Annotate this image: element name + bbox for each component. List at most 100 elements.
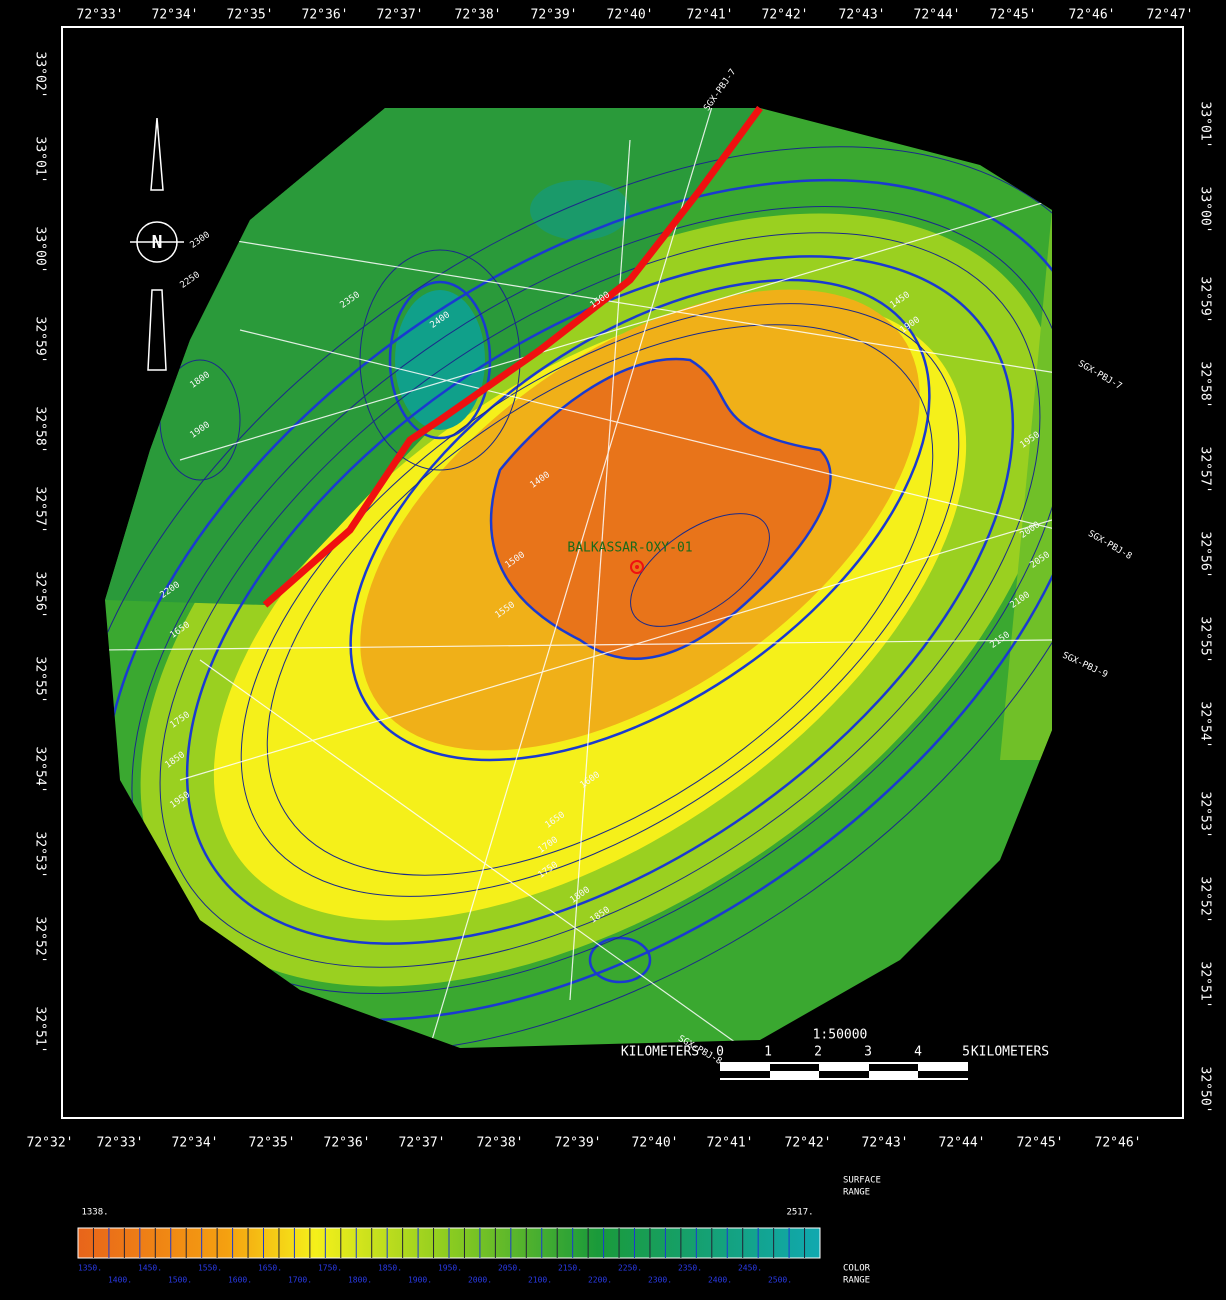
latitude-label: 33°01' bbox=[1198, 102, 1213, 149]
longitude-label: 72°40' bbox=[607, 8, 654, 23]
longitude-label: 72°43' bbox=[862, 1136, 909, 1151]
latitude-label: 32°58' bbox=[33, 407, 48, 454]
longitude-label: 72°47' bbox=[1147, 8, 1194, 23]
latitude-label: 32°56' bbox=[1198, 532, 1213, 579]
longitude-label: 72°33' bbox=[97, 1136, 144, 1151]
latitude-label: 32°53' bbox=[1198, 792, 1213, 839]
legend-min: 1338. bbox=[81, 1208, 108, 1218]
legend-tick: 2300. bbox=[648, 1276, 672, 1285]
longitude-label: 72°39' bbox=[555, 1136, 602, 1151]
scale-unit: KILOMETERS bbox=[971, 1045, 1049, 1060]
legend-tick: 2400. bbox=[708, 1276, 732, 1285]
scale-tick: 0 bbox=[716, 1045, 724, 1060]
longitude-label: 72°39' bbox=[531, 8, 578, 23]
legend-tick: 2050. bbox=[498, 1264, 522, 1273]
scale-ratio: 1:50000 bbox=[813, 1028, 868, 1043]
latitude-label: 32°50' bbox=[1198, 1067, 1213, 1114]
longitude-label: 72°37' bbox=[399, 1136, 446, 1151]
scale-tick: 2 bbox=[814, 1045, 822, 1060]
latitude-label: 32°56' bbox=[33, 572, 48, 619]
seismic-line-label: SGX-PBJ-8 bbox=[1086, 529, 1133, 562]
latitude-label: 32°52' bbox=[33, 917, 48, 964]
latitude-label: 32°55' bbox=[1198, 617, 1213, 664]
legend-tick: 1450. bbox=[138, 1264, 162, 1273]
contour-label: 2250 bbox=[179, 270, 203, 291]
latitude-label: 32°53' bbox=[33, 832, 48, 879]
seismic-line-label: SGX-PBJ-9 bbox=[1061, 651, 1109, 681]
legend-tick: 1800. bbox=[348, 1276, 372, 1285]
legend-tick: 2000. bbox=[468, 1276, 492, 1285]
latitude-label: 32°54' bbox=[33, 747, 48, 794]
legend-tick: 2450. bbox=[738, 1264, 762, 1273]
well-dot bbox=[635, 565, 639, 569]
scale-tick: 3 bbox=[864, 1045, 872, 1060]
longitude-label: 72°38' bbox=[455, 8, 502, 23]
longitude-label: 72°42' bbox=[762, 8, 809, 23]
scale-tick: 1 bbox=[764, 1045, 772, 1060]
longitude-label: 72°45' bbox=[1017, 1136, 1064, 1151]
longitude-label: 72°45' bbox=[990, 8, 1037, 23]
longitude-label: 72°38' bbox=[477, 1136, 524, 1151]
scale-tick: 5 bbox=[962, 1045, 970, 1060]
legend-tick: 1900. bbox=[408, 1276, 432, 1285]
latitude-label: 32°52' bbox=[1198, 877, 1213, 924]
longitude-label: 72°41' bbox=[687, 8, 734, 23]
latitude-label: 32°58' bbox=[1198, 362, 1213, 409]
legend-caption: RANGE bbox=[843, 1188, 870, 1198]
longitude-label: 72°34' bbox=[172, 1136, 219, 1151]
longitude-label: 72°32' bbox=[27, 1136, 74, 1151]
longitude-label: 72°36' bbox=[324, 1136, 371, 1151]
legend-tick: 2200. bbox=[588, 1276, 612, 1285]
legend-tick: 1600. bbox=[228, 1276, 252, 1285]
latitude-label: 33°00' bbox=[1198, 187, 1213, 234]
seismic-line-label: SGX-PBJ-7 bbox=[1076, 359, 1123, 392]
longitude-label: 72°35' bbox=[227, 8, 274, 23]
legend-tick: 1950. bbox=[438, 1264, 462, 1273]
legend-tick: 1850. bbox=[378, 1264, 402, 1273]
legend-tick: 2150. bbox=[558, 1264, 582, 1273]
latitude-label: 32°54' bbox=[1198, 702, 1213, 749]
latitude-label: 32°59' bbox=[33, 317, 48, 364]
latitude-label: 32°59' bbox=[1198, 277, 1213, 324]
legend-tick: 1750. bbox=[318, 1264, 342, 1273]
legend-tick: 1400. bbox=[108, 1276, 132, 1285]
longitude-label: 72°44' bbox=[914, 8, 961, 23]
legend-tick: 2250. bbox=[618, 1264, 642, 1273]
legend-tick: 1500. bbox=[168, 1276, 192, 1285]
legend-tick: 2100. bbox=[528, 1276, 552, 1285]
longitude-label: 72°43' bbox=[839, 8, 886, 23]
longitude-label: 72°46' bbox=[1095, 1136, 1142, 1151]
map-page: 72°33' 72°34' 72°35' 72°36' 72°37' 72°38' 72°3… bbox=[0, 0, 1226, 1300]
longitude-label: 72°46' bbox=[1069, 8, 1116, 23]
latitude-label: 33°01' bbox=[33, 137, 48, 184]
longitude-label: 72°34' bbox=[152, 8, 199, 23]
latitude-label: 32°57' bbox=[1198, 447, 1213, 494]
legend-tick: 2350. bbox=[678, 1264, 702, 1273]
longitude-label: 72°41' bbox=[707, 1136, 754, 1151]
legend-tick: 1550. bbox=[198, 1264, 222, 1273]
contour-label: 2300 bbox=[189, 230, 213, 251]
latitude-label: 33°00' bbox=[33, 227, 48, 274]
legend-tick: 2500. bbox=[768, 1276, 792, 1285]
legend-tick: 1650. bbox=[258, 1264, 282, 1273]
longitude-label: 72°35' bbox=[249, 1136, 296, 1151]
well-name: BALKASSAR-OXY-01 bbox=[567, 541, 692, 556]
seismic-line-label: SGX-PBJ-7 bbox=[702, 67, 738, 113]
legend-tick: 1700. bbox=[288, 1276, 312, 1285]
scale-tick: 4 bbox=[914, 1045, 922, 1060]
longitude-label: 72°37' bbox=[377, 8, 424, 23]
legend-max: 2517. bbox=[786, 1208, 813, 1218]
latitude-label: 32°51' bbox=[33, 1007, 48, 1054]
legend-tick: 1350. bbox=[78, 1264, 102, 1273]
legend-caption: RANGE bbox=[843, 1276, 870, 1286]
north-label: N bbox=[152, 232, 163, 253]
latitude-label: 33°02' bbox=[33, 52, 48, 99]
scale-unit: KILOMETERS bbox=[621, 1045, 699, 1060]
latitude-label: 32°51' bbox=[1198, 962, 1213, 1009]
longitude-label: 72°36' bbox=[302, 8, 349, 23]
latitude-label: 32°57' bbox=[33, 487, 48, 534]
latitude-label: 32°55' bbox=[33, 657, 48, 704]
legend-caption: SURFACE bbox=[843, 1176, 881, 1186]
longitude-label: 72°40' bbox=[632, 1136, 679, 1151]
longitude-label: 72°44' bbox=[939, 1136, 986, 1151]
